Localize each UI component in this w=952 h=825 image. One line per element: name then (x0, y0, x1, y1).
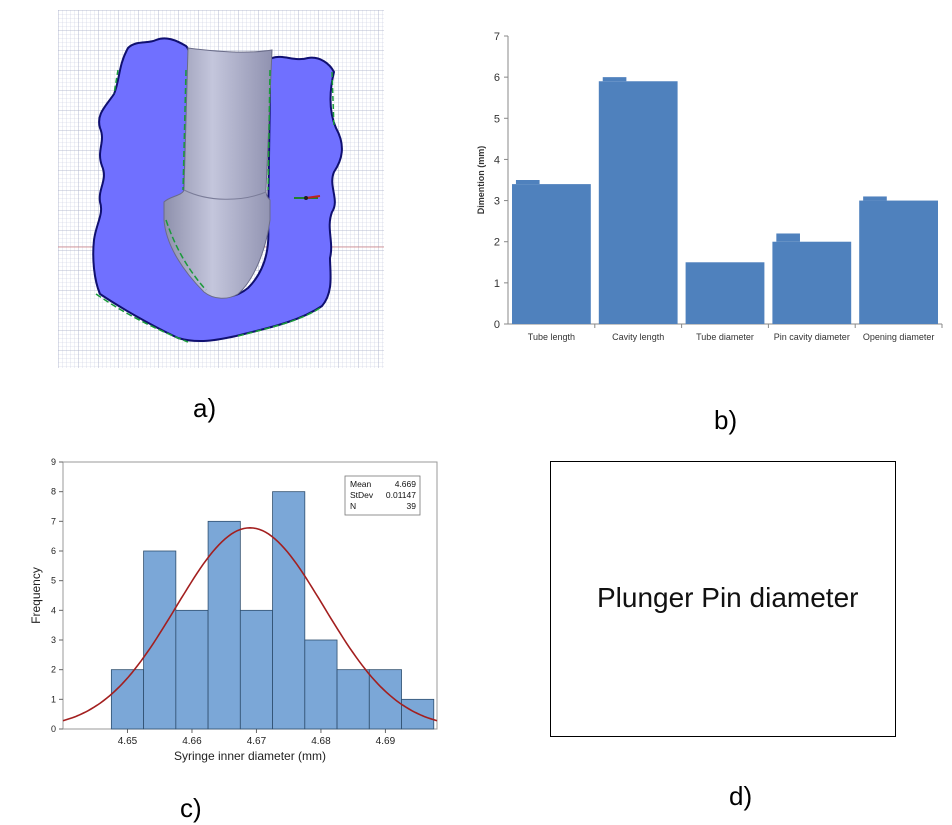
y-tick-label: 7 (51, 516, 56, 526)
y-tick-label: 5 (494, 113, 500, 125)
y-tick-label: 0 (51, 724, 56, 734)
bar (685, 262, 765, 324)
x-tick-label: 4.66 (182, 736, 202, 747)
plunger-pin-box: Plunger Pin diameter (550, 461, 896, 737)
y-tick-label: 9 (51, 457, 56, 467)
legend-value: 0.01147 (386, 490, 416, 500)
y-tick-label: 5 (51, 576, 56, 586)
bar-peak (863, 196, 887, 201)
histogram-bar (143, 550, 177, 730)
y-tick-label: 6 (51, 546, 56, 556)
bar (598, 81, 678, 324)
x-tick-label: Opening diameter (863, 332, 935, 342)
y-tick-label: 6 (494, 72, 500, 84)
pin-shoulder-edge (183, 189, 267, 200)
outer-right-edge (331, 71, 335, 129)
histogram-bar (272, 491, 306, 730)
bar (859, 200, 938, 324)
y-tick-label: 7 (494, 31, 500, 43)
histogram-bar (239, 609, 273, 730)
histogram-svg: 0 1 2 3 4 5 6 7 8 9 4.65 4.66 4.67 4.68 4.69 Mean 4.669 S… (29, 457, 438, 763)
y-tick-label: 8 (51, 487, 56, 497)
panel-label-d: d) (729, 781, 753, 811)
panel-label-c: c) (180, 793, 202, 823)
plunger-pin-label: Plunger Pin diameter (597, 582, 859, 613)
legend-value: 4.669 (395, 479, 417, 489)
cavity-left-edge (165, 219, 207, 291)
plunger-pin (163, 47, 273, 299)
bar (772, 241, 852, 324)
left-wall-edge (182, 69, 187, 191)
x-tick-label: Pin cavity diameter (774, 332, 850, 342)
axis-triad-y (305, 195, 321, 199)
y-tick-label: 2 (494, 237, 500, 249)
bottom-right-edge (237, 307, 321, 337)
histogram-bar (175, 609, 209, 730)
dimension-bar-chart: 0 1 2 3 4 5 6 7 Tube length Cavity length Tube dia… (470, 20, 952, 355)
cad-cross-section (58, 10, 384, 368)
legend-label: StDev (350, 490, 374, 500)
x-axis-title: Syringe inner diameter (mm) (174, 749, 326, 763)
bar-peak (602, 77, 627, 82)
y-tick-label: 0 (494, 319, 500, 331)
x-tick-label: Cavity length (612, 332, 664, 342)
outer-left-edge (113, 69, 119, 95)
right-wall-edge (267, 69, 271, 191)
histogram-bar (368, 669, 402, 730)
y-tick-label: 2 (51, 665, 56, 675)
y-tick-label: 4 (494, 154, 500, 166)
y-tick-label: 3 (51, 635, 56, 645)
axis-triad-origin (304, 196, 308, 200)
y-tick-label: 1 (494, 278, 500, 290)
x-tick-label: 4.69 (376, 736, 396, 747)
histogram-bar (304, 639, 338, 730)
histogram-bar (110, 669, 145, 730)
bar-peak (776, 233, 800, 242)
legend-label: N (350, 501, 356, 511)
y-tick-label: 4 (51, 605, 56, 615)
x-tick-label: 4.68 (311, 736, 331, 747)
bar (512, 184, 591, 324)
y-tick-label: 3 (494, 196, 500, 208)
histogram-bar (336, 669, 370, 730)
bottom-left-edge (95, 293, 189, 343)
x-tick-label: Tube diameter (696, 332, 754, 342)
y-axis-title: Frequency (29, 567, 43, 624)
bar-chart-svg: 0 1 2 3 4 5 6 7 Tube length Cavity length Tube dia… (476, 31, 943, 342)
legend-label: Mean (350, 479, 372, 489)
normal-fit-curve (62, 526, 438, 722)
syringe-histogram: 0 1 2 3 4 5 6 7 8 9 4.65 4.66 4.67 4.68 4.69 Mean 4.669 S… (0, 452, 450, 772)
cad-view (58, 10, 384, 368)
panel-label-b: b) (714, 405, 738, 435)
x-tick-label: 4.65 (118, 736, 138, 747)
x-tick-label: Tube length (528, 332, 575, 342)
x-tick-label: 4.67 (247, 736, 267, 747)
stats-legend-box (344, 475, 421, 516)
y-tick-label: 1 (51, 694, 56, 704)
legend-value: 39 (407, 501, 417, 511)
bar-peak (515, 180, 540, 185)
panel-label-a: a) (193, 393, 217, 423)
histogram-bar (207, 520, 241, 730)
y-axis-title: Dimention (mm) (476, 146, 486, 215)
